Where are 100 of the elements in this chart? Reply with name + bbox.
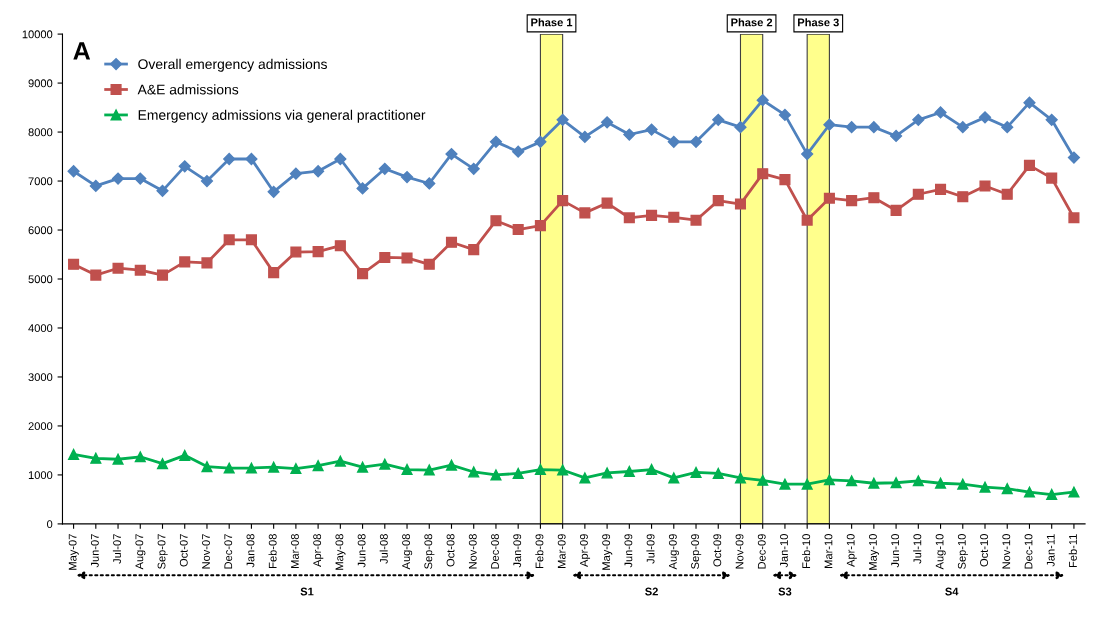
legend-label: Overall emergency admissions [138, 58, 327, 72]
x-tick-label: Aug-09 [668, 534, 679, 570]
x-tick-label: Jul-07 [112, 534, 122, 564]
point [912, 113, 925, 126]
point [534, 463, 546, 476]
point [223, 152, 236, 166]
point [245, 462, 257, 474]
point [201, 461, 213, 473]
point [534, 220, 546, 232]
y-tick-label: 1000 [28, 471, 53, 480]
x-tick-label: Sep-08 [424, 534, 435, 569]
point [646, 463, 658, 476]
x-tick-label: Jul-10 [913, 534, 922, 564]
x-tick-label: Jan-11 [1046, 534, 1055, 567]
point [823, 118, 836, 131]
point [667, 135, 680, 148]
point [490, 469, 502, 481]
point [957, 191, 969, 203]
point [823, 474, 835, 486]
legend-label: A&E admissions [137, 84, 239, 95]
point [179, 449, 191, 461]
point [757, 168, 769, 180]
y-tick-label: 4000 [28, 324, 53, 333]
point [912, 188, 924, 200]
x-tick-label: Nov-08 [468, 534, 477, 569]
point [334, 240, 346, 252]
point [846, 195, 858, 207]
x-tick-label: May-09 [602, 534, 613, 570]
point [912, 475, 924, 487]
point [690, 466, 702, 479]
x-tick-label: Mar-09 [557, 534, 566, 568]
point [601, 116, 614, 129]
point [801, 148, 814, 161]
x-tick-label: Feb-10 [801, 534, 811, 568]
point [867, 121, 880, 134]
point [357, 268, 369, 280]
point [134, 172, 147, 185]
point [156, 458, 169, 470]
text: S3 [778, 587, 792, 596]
y-tick-label: 3000 [28, 373, 53, 382]
point [467, 162, 480, 175]
x-tick-label: Mar-10 [824, 534, 833, 568]
point [445, 148, 458, 161]
x-tick-label: Oct-08 [446, 534, 455, 567]
point [557, 464, 569, 476]
point [734, 198, 747, 210]
point [356, 182, 369, 195]
point [1023, 96, 1036, 109]
point [956, 121, 969, 134]
x-tick-label: May-07 [68, 534, 79, 570]
point [1023, 159, 1036, 171]
x-tick-label: Jun-10 [891, 534, 900, 568]
point [601, 197, 613, 209]
point [845, 121, 858, 134]
x-tick-label: Nov-10 [1002, 534, 1011, 569]
x-tick-label: Apr-10 [846, 534, 857, 567]
point [490, 215, 502, 227]
point [134, 451, 146, 463]
point [934, 477, 947, 489]
x-tick-label: Oct-07 [179, 534, 188, 567]
chart-title: A [73, 42, 91, 60]
point [1023, 486, 1036, 498]
point [200, 174, 214, 188]
point [245, 152, 258, 166]
point [156, 269, 169, 281]
point [67, 165, 80, 178]
x-tick-label: Jun-09 [624, 534, 633, 568]
x-tick-label: Jan-09 [513, 534, 522, 568]
point [401, 463, 413, 476]
point [89, 179, 102, 193]
x-tick-label: Feb-11 [1068, 534, 1077, 568]
x-tick-label: Dec-08 [491, 534, 499, 569]
point [112, 453, 124, 465]
point [68, 448, 80, 460]
point [1001, 188, 1013, 200]
point [379, 251, 391, 264]
text: S2 [645, 587, 658, 596]
point [512, 223, 524, 236]
point [689, 135, 703, 148]
x-tick-label: Sep-07 [157, 534, 168, 569]
x-tick-label: Jul-09 [646, 534, 655, 564]
point [201, 257, 213, 269]
point [1001, 121, 1014, 134]
x-tick-label: May-08 [335, 534, 346, 570]
point [1046, 172, 1058, 184]
point [289, 167, 302, 180]
point [957, 478, 969, 490]
point [757, 474, 769, 486]
point [1068, 486, 1080, 498]
y-tick-label: 10000 [22, 30, 53, 39]
point [557, 195, 569, 207]
point [868, 192, 880, 204]
point [178, 160, 191, 173]
point [934, 106, 947, 119]
point [890, 204, 902, 216]
point [156, 184, 169, 197]
point [779, 478, 791, 490]
point [1045, 113, 1058, 126]
point [468, 466, 480, 478]
point [623, 465, 635, 478]
